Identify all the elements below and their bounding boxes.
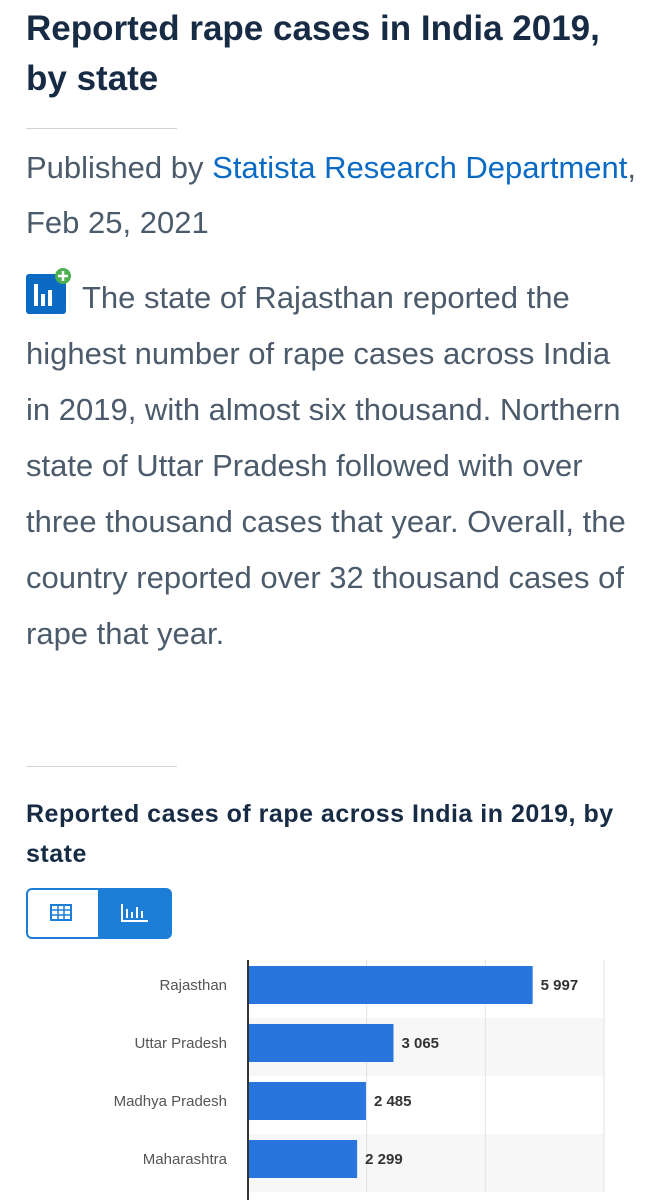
chart-view-button[interactable] <box>98 889 171 938</box>
chart: Rajasthan 5 997 Uttar Pradesh 3 065 Madhya P… <box>114 960 605 1200</box>
bar <box>248 966 533 1004</box>
value-label: 2 485 <box>374 1093 412 1110</box>
divider <box>26 766 177 767</box>
author-link[interactable]: Statista Research Department <box>212 150 628 185</box>
chart-title: Reported cases of rape across India in 2… <box>26 800 614 868</box>
category-label: Uttar Pradesh <box>134 1035 227 1052</box>
category-label: Madhya Pradesh <box>114 1093 227 1110</box>
bar <box>248 1140 358 1178</box>
value-label: 3 065 <box>401 1035 439 1052</box>
page-title: Reported rape cases in India 2019, by st… <box>26 9 600 98</box>
value-label: 5 997 <box>541 977 579 994</box>
description-text: The state of Rajasthan reported the high… <box>26 280 626 651</box>
view-toggle <box>26 888 172 939</box>
bar <box>248 1082 366 1120</box>
category-label: Rajasthan <box>159 977 227 994</box>
byline: Published by Statista Research Departmen… <box>26 140 636 250</box>
byline-prefix: Published by <box>26 150 204 185</box>
byline-date: , Feb 25, 2021 <box>26 150 637 240</box>
value-label: 2 299 <box>365 1151 403 1168</box>
divider <box>26 128 177 129</box>
bar <box>248 1024 394 1062</box>
category-label: Maharashtra <box>143 1151 228 1168</box>
description: The state of Rajasthan reported the high… <box>26 268 638 662</box>
table-view-button[interactable] <box>50 904 72 921</box>
statistic-icon <box>26 268 71 314</box>
